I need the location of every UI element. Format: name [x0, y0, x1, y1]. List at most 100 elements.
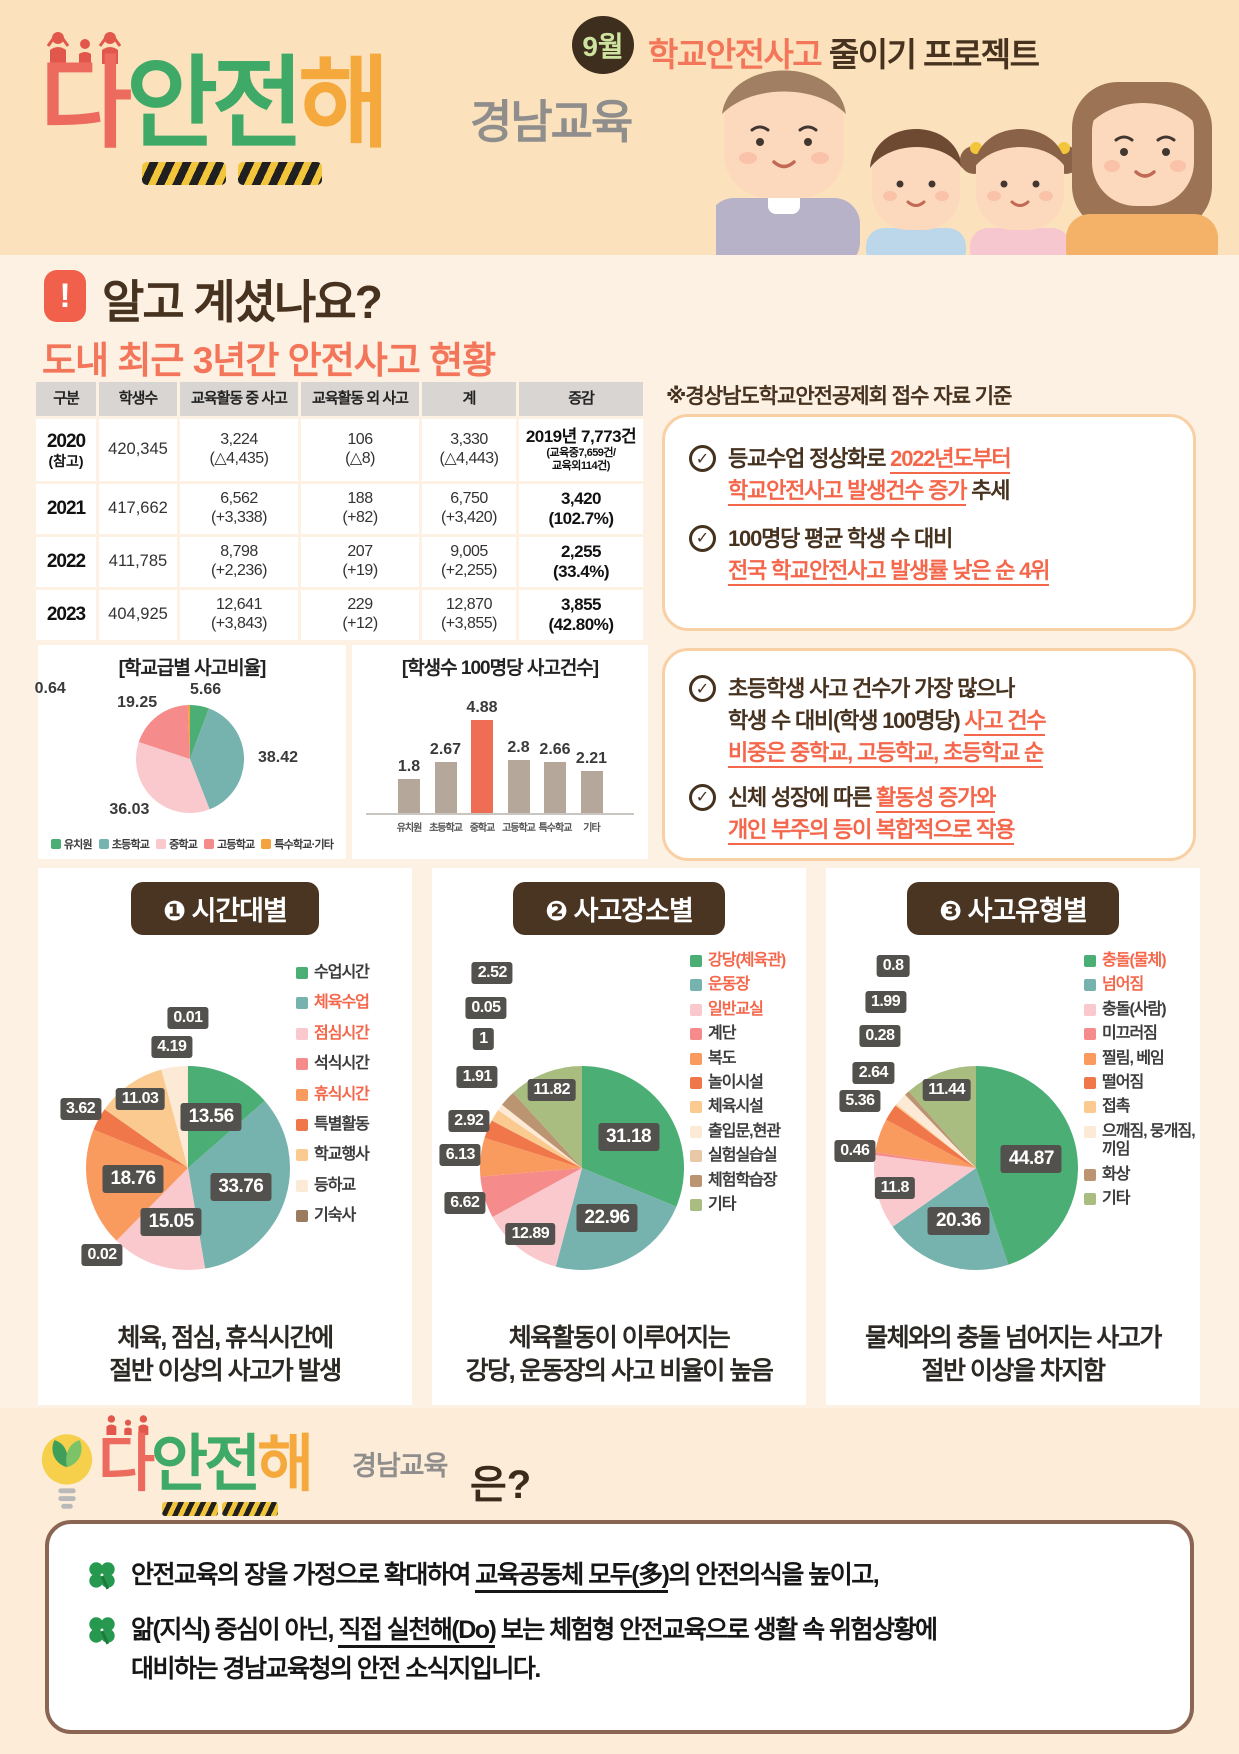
pie-slice — [905, 1091, 976, 1168]
bar-value-label: 4.88 — [466, 699, 498, 717]
family-illustration — [716, 70, 1218, 255]
table-cell-change: 3,855 (42.80%) — [519, 590, 643, 640]
pie-value-label: 1.91 — [456, 1065, 498, 1088]
pie-value-label: 20.36 — [927, 1207, 990, 1236]
clover-icon — [89, 1617, 115, 1645]
circled-number: ❸ — [939, 896, 962, 926]
legend-label: 체육시설 — [708, 1098, 764, 1116]
legend-swatch — [690, 1028, 702, 1041]
table-cell: 6,750 (+3,420) — [422, 484, 516, 534]
pie-slice — [135, 741, 210, 814]
bar-category-label: 고등학교 — [502, 823, 536, 834]
pie-value-label: 13.56 — [180, 1102, 242, 1131]
legend-swatch — [204, 839, 215, 849]
legend-item: 미끄러짐 — [1084, 1025, 1200, 1043]
chart-caption: 체육, 점심, 휴식시간에 절반 이상의 사고가 발생 — [109, 1323, 342, 1386]
legend-swatch — [690, 1076, 702, 1089]
legend-label: 출입문,현관 — [708, 1122, 781, 1140]
table-cell-change: 3,420 (102.7%) — [519, 484, 643, 534]
chart-card-by-type: ❸ 사고유형별 44.87 20.36 11.8 0.46 5.36 2.64 0.28 1.9… — [826, 868, 1200, 1405]
bar — [507, 759, 530, 813]
pie-value-label: 15.05 — [140, 1207, 202, 1236]
chart-title: [학생수 100명당 사고건수] — [401, 658, 599, 679]
pie-value-label: 0.46 — [834, 1139, 876, 1162]
circled-number: ❷ — [545, 896, 568, 926]
pie-slice — [138, 705, 190, 759]
legend-item: 수업시간 — [296, 964, 412, 982]
info-item: ✓ 등교수업 정상화로 2022년도부터 학교안전사고 발생건수 증가 추세 — [689, 443, 1169, 507]
legend-label: 계단 — [708, 1025, 736, 1043]
logo-char: 다 — [98, 1430, 155, 1499]
info-item-text: 초등학생 사고 건수가 가장 많으나 학생 수 대비(학생 100명당) 사고 건… — [728, 673, 1047, 769]
pie-value-label: 33.76 — [210, 1172, 272, 1201]
header-title: 학교안전사고 줄이기 프로젝트 — [648, 28, 1040, 76]
pie-value-label: 12.89 — [505, 1222, 556, 1245]
pie-slice — [116, 1168, 188, 1241]
pie-value-label: 2.64 — [852, 1062, 894, 1085]
legend-swatch — [690, 1052, 702, 1065]
bar-baseline — [366, 813, 634, 815]
header-title-rest: 줄이기 프로젝트 — [828, 36, 1040, 73]
legend-swatch — [1084, 1052, 1096, 1065]
legend-item: 특별활동 — [296, 1116, 412, 1134]
chart-card-by-time: ❶ 시간대별 13.56 33.76 15.05 0.02 18.76 3.62 11.03 4… — [38, 868, 412, 1405]
pie-slice — [480, 1137, 582, 1177]
pie-value-label: 38.42 — [257, 749, 299, 767]
legend-label: 석식시간 — [314, 1055, 370, 1073]
bar-category-label: 유치원 — [396, 823, 423, 834]
legend-swatch — [1084, 979, 1096, 992]
header-title-highlight: 학교안전사고 — [648, 36, 823, 73]
check-icon: ✓ — [689, 445, 716, 472]
legend-item: 충돌(물체) — [1084, 952, 1200, 970]
pie-value-label: 1.99 — [864, 990, 907, 1013]
table-cell: 404,925 — [99, 590, 177, 640]
logo-char: 전 — [212, 48, 304, 160]
pie-slice — [886, 1105, 976, 1168]
table-cell: 207 (+19) — [301, 537, 419, 587]
pie-value-label: 0.01 — [167, 1006, 209, 1029]
pie-slice — [190, 705, 209, 759]
legend-swatch — [1084, 955, 1096, 967]
footer-logo: 다안전해 — [98, 1430, 314, 1499]
legend-label: 넘어짐 — [1102, 976, 1144, 994]
pie-slice — [161, 1066, 188, 1168]
chart-caption: 물체와의 충돌 넘어지는 사고가 절반 이상을 차지함 — [865, 1323, 1162, 1386]
bar-value-label: 2.67 — [429, 741, 462, 759]
chart-legend: 강당(체육관) 운동장 일반교실 계단 복도 놀이시설 체육시설 출입문,현관 실험실습실 체험학… — [690, 952, 806, 1220]
legend-item: 접촉 — [1084, 1098, 1200, 1116]
legend-swatch — [690, 955, 702, 967]
legend-swatch — [296, 1058, 308, 1071]
logo-chevron — [238, 162, 322, 185]
legend-swatch — [690, 979, 702, 992]
legend-item: 유치원 — [50, 836, 93, 852]
pie-slice — [501, 1104, 582, 1168]
legend-item: 출입문,현관 — [690, 1123, 806, 1141]
bar — [580, 771, 603, 813]
legend-label: 일반교실 — [708, 1000, 764, 1018]
accident-table: 구분 학생수 교육활동 중 사고 교육활동 외 사고 계 증감 2020 (참고) 420,34… — [36, 382, 643, 640]
section-title: 알고 계셨나요? — [102, 276, 383, 328]
pie-slice — [895, 1104, 976, 1168]
legend-swatch — [296, 967, 308, 979]
table-header-cell: 구분 — [36, 382, 96, 416]
legend-item: 넘어짐 — [1084, 976, 1200, 994]
pie-slice — [93, 1109, 188, 1168]
check-icon: ✓ — [689, 675, 716, 702]
bar-chart-per-100: 1.8 유치원 2.67 초등학교 4.88 중학교 2.8 고등학교 2.66 특수학교 2.21… — [352, 679, 648, 851]
header-band: 다안전해 경남교육 9월 학교안전사고 줄이기 프로젝트 — [0, 0, 1239, 255]
chart-card-by-place: ❷ 사고장소별 31.18 22.96 12.89 6.62 6.13 2.92 1.91 1 0… — [432, 868, 806, 1405]
pie-slice — [875, 1119, 976, 1168]
legend-label: 기타 — [1102, 1189, 1130, 1207]
bar-value-label: 1.8 — [397, 757, 421, 775]
legend-label: 실험실습실 — [708, 1147, 778, 1165]
legend-label: 고등학교 — [217, 839, 255, 851]
table-cell: 6,562 (+3,338) — [180, 484, 298, 534]
pie-value-label: 11.82 — [527, 1079, 576, 1102]
legend-swatch — [690, 1125, 702, 1138]
legend-swatch — [50, 839, 61, 849]
pie-value-label: 44.87 — [1000, 1144, 1062, 1173]
pie-value-label: 18.76 — [102, 1165, 164, 1194]
legend-item: 찔림, 베임 — [1084, 1050, 1200, 1068]
legend-label: 으깨짐, 뭉개짐,끼임 — [1102, 1122, 1196, 1159]
